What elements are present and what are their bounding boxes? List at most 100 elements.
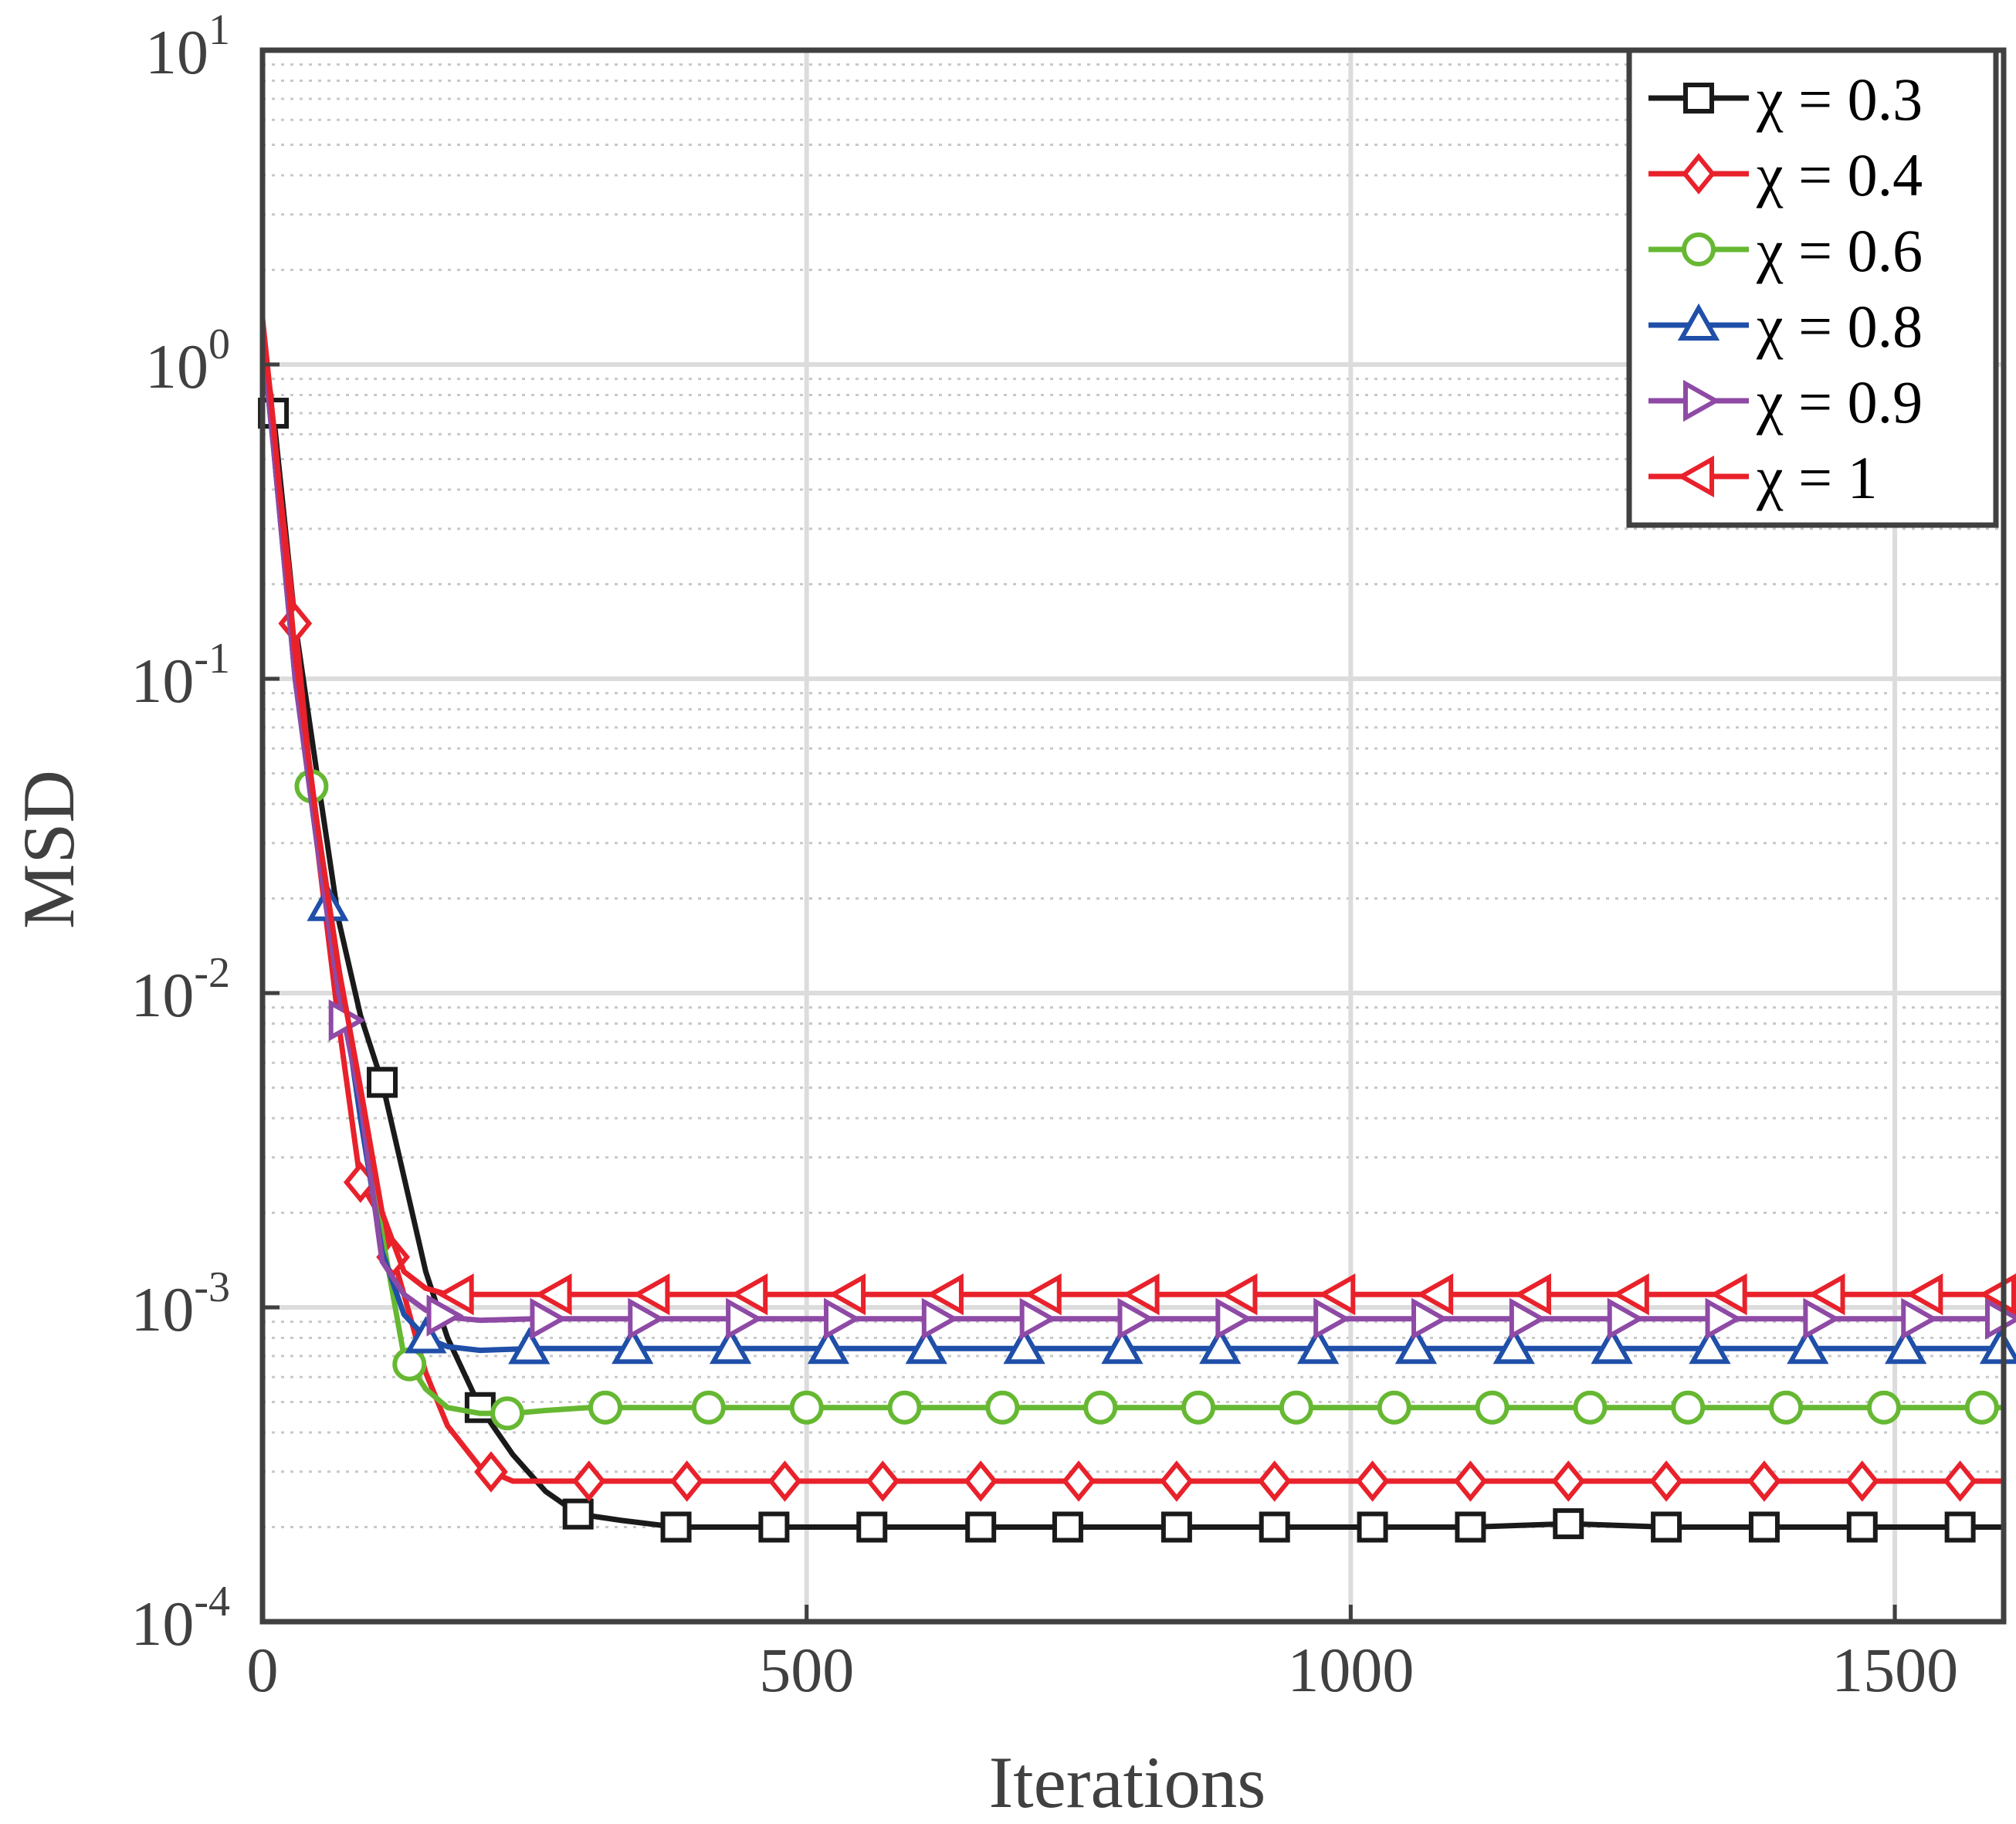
- y-axis-label: MSD: [8, 770, 90, 929]
- y-tick-exponent: 1: [208, 6, 230, 54]
- data-point: [1181, 1390, 1216, 1425]
- data-point: [1866, 1390, 1901, 1425]
- data-point: [926, 1273, 964, 1316]
- data-point: [1901, 1297, 1939, 1340]
- data-point: [1318, 1273, 1356, 1316]
- legend-item: χ = 0.6: [1648, 217, 1923, 284]
- data-point: [758, 1511, 790, 1543]
- data-point: [1159, 1460, 1194, 1502]
- data-point: [1416, 1273, 1454, 1316]
- data-point: [1220, 1273, 1258, 1316]
- legend-item: χ = 0.4: [1648, 141, 1923, 209]
- data-point: [1083, 1390, 1118, 1425]
- y-tick-exponent: 0: [208, 320, 230, 368]
- legend-label: χ = 0.6: [1756, 217, 1923, 284]
- legend-box: [1626, 47, 1999, 528]
- data-point: [1313, 1297, 1351, 1340]
- data-point: [1062, 1460, 1096, 1502]
- data-point: [392, 1347, 427, 1382]
- data-point: [1747, 1460, 1781, 1502]
- data-point: [1573, 1390, 1608, 1425]
- data-point: [474, 1451, 508, 1493]
- legend-label: χ = 0.8: [1756, 293, 1923, 360]
- data-point: [1003, 1327, 1045, 1365]
- data-point: [571, 1460, 606, 1502]
- plot-frame: [259, 47, 2007, 1625]
- data-point: [985, 1390, 1020, 1425]
- legend-marker: [1677, 303, 1720, 341]
- data-point: [767, 1460, 802, 1502]
- data-point: [1513, 1273, 1551, 1316]
- y-tick-label: 100: [145, 320, 230, 402]
- data-point: [1122, 1273, 1160, 1316]
- data-point: [490, 1396, 525, 1431]
- data-point: [823, 1297, 862, 1340]
- y-tick-base: 10: [130, 960, 194, 1030]
- data-point: [1279, 1390, 1313, 1425]
- legend-marker: [1683, 83, 1714, 114]
- x-tick-label: 1000: [1287, 1635, 1414, 1705]
- data-point: [730, 1273, 768, 1316]
- series-3: [259, 339, 2004, 1431]
- data-point: [1355, 1460, 1390, 1502]
- legend-item: χ = 0.8: [1648, 293, 1923, 360]
- data-point: [1671, 1390, 1706, 1425]
- data-point: [1296, 1327, 1340, 1365]
- data-point: [1787, 1327, 1829, 1365]
- data-point: [1394, 1327, 1438, 1365]
- data-point: [1943, 1460, 1977, 1502]
- x-axis-label: Iterations: [989, 1741, 1266, 1823]
- data-point: [436, 1273, 474, 1316]
- data-point: [1019, 1297, 1057, 1340]
- legend-label: χ = 1: [1756, 444, 1878, 511]
- data-point: [1748, 1511, 1780, 1543]
- data-point: [1846, 1511, 1878, 1543]
- y-tick-label: 10-1: [130, 635, 230, 716]
- series-1: [258, 339, 2004, 1543]
- legend-item: χ = 0.3: [1648, 66, 1923, 133]
- data-point: [1453, 1460, 1488, 1502]
- x-tick-label: 1500: [1831, 1635, 1958, 1705]
- data-point: [1906, 1273, 1943, 1316]
- data-point: [1591, 1327, 1633, 1365]
- legend-label: χ = 0.4: [1756, 141, 1923, 209]
- y-tick-exponent: -3: [194, 1263, 230, 1311]
- data-point: [632, 1273, 670, 1316]
- data-point: [1553, 1508, 1584, 1540]
- x-tick-label: 500: [759, 1635, 854, 1705]
- data-point: [562, 1498, 594, 1530]
- legend-marker: [1676, 455, 1714, 498]
- y-tick-label: 10-4: [130, 1578, 230, 1659]
- legend: χ = 0.3 χ = 0.4 χ = 0.6 χ = 0.8 χ = 0.9 χ = 1: [1626, 47, 1999, 528]
- legend-label: χ = 0.9: [1756, 368, 1923, 436]
- data-point: [405, 1316, 447, 1354]
- data-point: [669, 1460, 704, 1502]
- data-point: [1964, 1390, 1999, 1425]
- data-point: [789, 1390, 824, 1425]
- series-2: [259, 339, 2004, 1502]
- data-point: [464, 1392, 496, 1423]
- data-point: [1475, 1390, 1509, 1425]
- data-point: [828, 1273, 866, 1316]
- data-point: [709, 1327, 752, 1365]
- y-tick-base: 10: [130, 1588, 194, 1659]
- data-point: [1509, 1297, 1547, 1340]
- data-point: [534, 1273, 572, 1316]
- data-point: [1551, 1460, 1586, 1502]
- data-point: [588, 1390, 622, 1425]
- data-point: [1455, 1511, 1486, 1543]
- data-point: [1357, 1511, 1388, 1543]
- data-point: [965, 1511, 997, 1543]
- y-tick-base: 10: [130, 1274, 194, 1344]
- series-lines: [258, 318, 2016, 1543]
- data-point: [726, 1297, 764, 1340]
- data-point: [1803, 1297, 1841, 1340]
- data-point: [1845, 1460, 1879, 1502]
- data-point: [887, 1390, 922, 1425]
- y-tick-label: 10-3: [130, 1263, 230, 1344]
- data-point: [1649, 1460, 1683, 1502]
- y-tick-label: 101: [145, 6, 230, 87]
- data-point: [1705, 1297, 1743, 1340]
- data-point: [1944, 1511, 1976, 1543]
